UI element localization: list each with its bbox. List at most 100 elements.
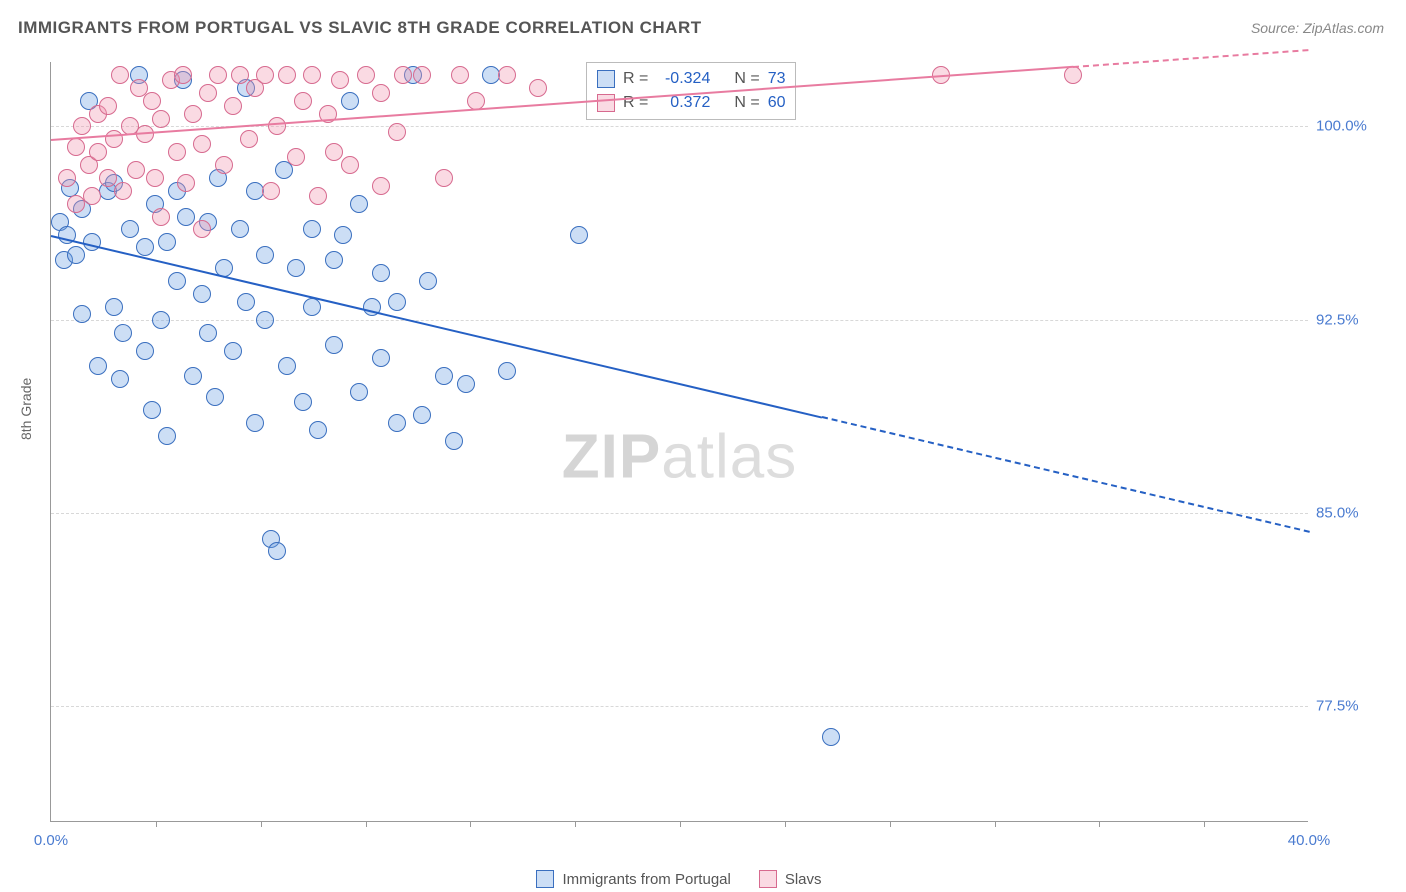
scatter-point	[184, 105, 202, 123]
scatter-point	[193, 285, 211, 303]
y-tick-label: 100.0%	[1316, 118, 1396, 135]
scatter-point	[152, 208, 170, 226]
scatter-point	[83, 187, 101, 205]
scatter-point	[114, 324, 132, 342]
scatter-point	[413, 66, 431, 84]
scatter-point	[89, 357, 107, 375]
chart-title: IMMIGRANTS FROM PORTUGAL VS SLAVIC 8TH G…	[18, 18, 702, 38]
gridline	[51, 706, 1308, 707]
scatter-point	[99, 169, 117, 187]
stats-legend-box: R =-0.324N =73R =0.372N =60	[586, 62, 796, 120]
scatter-point	[350, 383, 368, 401]
scatter-point	[287, 148, 305, 166]
x-tick	[680, 821, 681, 827]
scatter-point	[294, 92, 312, 110]
stats-n-label: N =	[734, 91, 759, 115]
x-tick-label: 40.0%	[1288, 832, 1331, 849]
scatter-point	[467, 92, 485, 110]
x-tick	[995, 821, 996, 827]
scatter-point	[303, 66, 321, 84]
scatter-point	[278, 66, 296, 84]
scatter-point	[372, 84, 390, 102]
x-tick	[366, 821, 367, 827]
scatter-point	[256, 66, 274, 84]
scatter-point	[73, 305, 91, 323]
scatter-point	[199, 324, 217, 342]
stats-n-value: 60	[768, 91, 786, 115]
scatter-point	[199, 84, 217, 102]
scatter-point	[262, 182, 280, 200]
scatter-point	[105, 298, 123, 316]
legend-label-portugal: Immigrants from Portugal	[562, 871, 730, 888]
plot-area: ZIPatlas R =-0.324N =73R =0.372N =60 77.…	[50, 62, 1308, 822]
scatter-point	[193, 220, 211, 238]
scatter-point	[388, 414, 406, 432]
scatter-point	[287, 259, 305, 277]
x-tick	[785, 821, 786, 827]
stats-r-label: R =	[623, 91, 648, 115]
scatter-point	[278, 357, 296, 375]
scatter-point	[73, 117, 91, 135]
scatter-point	[146, 169, 164, 187]
scatter-point	[498, 362, 516, 380]
scatter-point	[209, 66, 227, 84]
scatter-point	[121, 220, 139, 238]
scatter-point	[341, 156, 359, 174]
scatter-point	[152, 110, 170, 128]
scatter-point	[268, 117, 286, 135]
scatter-point	[435, 169, 453, 187]
scatter-point	[419, 272, 437, 290]
scatter-point	[193, 135, 211, 153]
scatter-point	[451, 66, 469, 84]
scatter-point	[331, 71, 349, 89]
scatter-point	[240, 130, 258, 148]
scatter-point	[294, 393, 312, 411]
x-tick-label: 0.0%	[34, 832, 68, 849]
bottom-legend: Immigrants from Portugal Slavs	[50, 870, 1308, 888]
scatter-point	[822, 728, 840, 746]
scatter-point	[325, 251, 343, 269]
scatter-point	[152, 311, 170, 329]
scatter-point	[127, 161, 145, 179]
scatter-point	[114, 182, 132, 200]
watermark: ZIPatlas	[562, 421, 797, 492]
scatter-point	[334, 226, 352, 244]
trend-line	[821, 416, 1309, 533]
scatter-point	[388, 293, 406, 311]
trend-line	[51, 66, 1073, 141]
scatter-point	[529, 79, 547, 97]
scatter-point	[158, 233, 176, 251]
scatter-point	[143, 92, 161, 110]
scatter-point	[350, 195, 368, 213]
stats-swatch	[597, 94, 615, 112]
scatter-point	[388, 123, 406, 141]
scatter-point	[67, 138, 85, 156]
stats-r-label: R =	[623, 67, 648, 91]
scatter-point	[246, 414, 264, 432]
scatter-point	[325, 336, 343, 354]
scatter-point	[303, 298, 321, 316]
y-axis-label: 8th Grade	[18, 378, 34, 440]
scatter-point	[215, 156, 233, 174]
x-tick	[575, 821, 576, 827]
legend-swatch-pink	[759, 870, 777, 888]
x-tick	[470, 821, 471, 827]
scatter-point	[136, 238, 154, 256]
scatter-point	[184, 367, 202, 385]
scatter-point	[303, 220, 321, 238]
scatter-point	[237, 293, 255, 311]
legend-item-slavs: Slavs	[759, 870, 822, 888]
scatter-point	[58, 169, 76, 187]
x-tick	[261, 821, 262, 827]
scatter-point	[168, 143, 186, 161]
scatter-point	[158, 427, 176, 445]
scatter-point	[256, 311, 274, 329]
gridline	[51, 513, 1308, 514]
scatter-point	[341, 92, 359, 110]
scatter-point	[206, 388, 224, 406]
scatter-point	[111, 66, 129, 84]
scatter-point	[177, 208, 195, 226]
scatter-point	[268, 542, 286, 560]
y-tick-label: 77.5%	[1316, 698, 1396, 715]
scatter-point	[457, 375, 475, 393]
